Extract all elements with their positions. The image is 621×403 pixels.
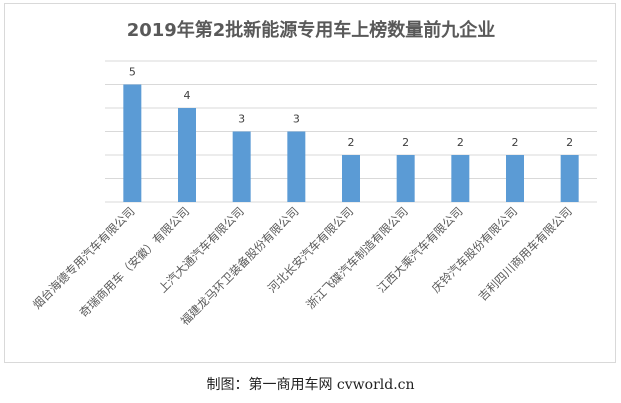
bars bbox=[123, 84, 579, 202]
bar bbox=[287, 131, 306, 202]
category-label: 奇瑞商用车（安徽）有限公司 bbox=[77, 204, 193, 320]
category-label: 烟台海德专用汽车有限公司 bbox=[30, 204, 137, 311]
bar bbox=[451, 155, 470, 202]
data-label: 2 bbox=[512, 136, 519, 149]
data-labels: 5 4 3 3 2 2 2 2 2 bbox=[129, 66, 573, 150]
source-caption: 制图：第一商用车网 cvworld.cn bbox=[206, 377, 415, 393]
bar bbox=[506, 155, 524, 202]
data-label: 2 bbox=[457, 136, 464, 149]
bar bbox=[232, 131, 251, 202]
category-label: 吉利四川商用车有限公司 bbox=[475, 204, 574, 303]
bar bbox=[342, 155, 360, 202]
chart-title: 2019年第2批新能源专用车上榜数量前九企业 bbox=[127, 19, 496, 41]
bar-chart: 2019年第2批新能源专用车上榜数量前九企业 5 4 3 3 2 2 2 2 2 烟台海德专用汽… bbox=[30, 19, 597, 328]
category-label: 福建龙马环卫装备股份有限公司 bbox=[178, 204, 302, 328]
chart-area: 2019年第2批新能源专用车上榜数量前九企业 5 4 3 3 2 2 2 2 2 烟台海德专用汽… bbox=[4, 3, 616, 363]
bar bbox=[123, 84, 142, 202]
data-label: 2 bbox=[402, 136, 409, 149]
data-label: 2 bbox=[348, 136, 355, 149]
bar bbox=[560, 155, 579, 202]
data-label: 4 bbox=[184, 89, 191, 102]
data-label: 5 bbox=[129, 66, 136, 79]
data-label: 3 bbox=[293, 113, 300, 126]
data-label: 3 bbox=[238, 113, 245, 126]
category-labels: 烟台海德专用汽车有限公司奇瑞商用车（安徽）有限公司上汽大通汽车有限公司福建龙马环… bbox=[30, 204, 575, 328]
bar bbox=[396, 155, 415, 202]
category-label: 浙江飞碟汽车制造有限公司 bbox=[303, 204, 410, 311]
bar bbox=[178, 108, 196, 202]
data-label: 2 bbox=[566, 136, 573, 149]
